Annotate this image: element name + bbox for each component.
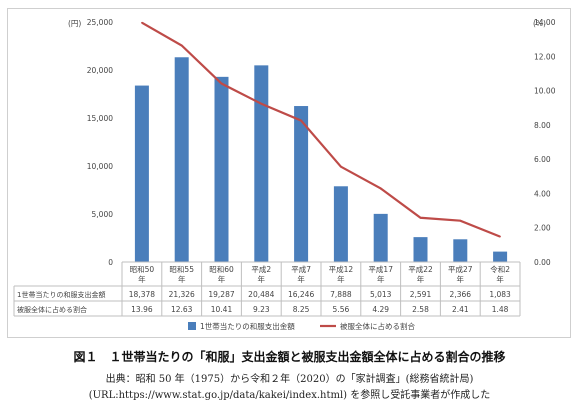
category-label: 昭和60 [209,265,234,274]
line-point [260,102,263,105]
bar [453,239,468,262]
category-label: 令和2 [490,264,510,274]
legend-swatch-bar [188,322,196,330]
category-label: 昭和55 [169,265,194,274]
left-tick-label: 10,000 [87,162,113,171]
bar [174,57,189,262]
category-label: 平成27 [448,264,473,274]
bar [333,186,348,262]
category-label: 年 [377,274,385,284]
line-point [379,187,382,190]
table-value-amount: 21,326 [169,290,195,299]
category-label: 昭和50 [130,265,155,274]
right-tick-label: 4.00 [534,189,551,198]
bar [413,237,428,262]
category-label: 年 [496,274,504,284]
table-value-amount: 2,366 [450,290,472,299]
left-tick-label: 0 [108,258,113,267]
line-point [141,21,143,24]
left-tick-label: 15,000 [87,114,113,123]
category-label: 平成2 [251,264,271,274]
right-tick-label: 14.00 [534,18,556,27]
right-tick-label: 0.00 [534,258,551,267]
left-tick-label: 25,000 [87,18,113,27]
category-label: 年 [178,274,186,284]
left-tick-label: 5,000 [92,210,114,219]
bar [254,65,269,262]
table-value-amount: 18,378 [129,290,155,299]
table-value-amount: 2,591 [410,290,432,299]
category-label: 年 [337,274,345,284]
table-value-share: 8.25 [293,305,310,314]
table-value-share: 13.96 [131,305,153,314]
category-label: 年 [258,274,266,284]
table-value-amount: 5,013 [370,290,392,299]
category-label: 年 [138,274,146,284]
bar [134,85,149,262]
table-value-share: 5.56 [333,305,350,314]
table-row-label: 被服全体に占める割合 [17,305,87,314]
line-point [220,82,223,85]
right-tick-label: 2.00 [534,224,551,233]
left-axis-unit: (円) [68,19,81,28]
legend-label-line: 被服全体に占める割合 [340,321,415,331]
table-row-label: 1世帯当たりの和服支出金額 [17,290,105,299]
category-label: 平成22 [408,264,433,274]
table-value-share: 10.41 [211,305,233,314]
category-label: 年 [417,274,425,284]
legend-label-bar: 1世帯当たりの和服支出金額 [200,321,295,331]
table-value-amount: 16,246 [288,290,314,299]
category-label: 平成12 [329,264,354,274]
category-label: 年 [297,274,305,284]
table-value-amount: 19,287 [208,290,234,299]
left-tick-label: 20,000 [87,66,113,75]
right-axis-unit: (%) [533,19,546,28]
figure-title: 図１ １世帯当たりの「和服」支出金額と被服支出金額全体に占める割合の推移 [73,350,506,364]
table-value-amount: 1,083 [489,290,511,299]
line-series [141,21,501,238]
category-label: 年 [457,274,465,284]
table-value-share: 12.63 [171,305,193,314]
bar [373,213,388,262]
line-point [180,44,183,47]
table-value-share: 1.48 [492,305,509,314]
table-value-share: 2.41 [452,305,469,314]
right-tick-label: 10.00 [534,87,556,96]
category-label: 年 [218,274,226,284]
table-value-amount: 7,888 [330,290,352,299]
right-tick-label: 6.00 [534,155,551,164]
right-tick-label: 8.00 [534,121,551,130]
category-label: 平成17 [368,264,393,274]
bar [493,251,508,262]
line-point [340,165,342,168]
line-point [459,219,462,222]
table-value-share: 4.29 [372,305,389,314]
chart-frame [7,8,571,338]
line-point [300,119,302,122]
bar [214,76,229,262]
table-value-share: 2.58 [412,305,429,314]
right-tick-label: 12.00 [534,52,556,61]
table-value-amount: 20,484 [248,290,274,299]
combo-chart: 0 5,000 10,000 15,000 20,000 25,000 (円) 0.00 2.0… [13,18,556,331]
line-point [419,216,422,219]
source-line-2: (URL:https://www.stat.go.jp/data/kakei/i… [88,390,491,401]
source-line-1: 出典：昭和 50 年（1975）から令和２年（2020）の「家計調査」(総務省統… [105,374,474,385]
category-label: 平成7 [291,264,311,274]
table-value-share: 9.23 [253,305,270,314]
bar [294,106,309,263]
line-point [499,235,501,238]
